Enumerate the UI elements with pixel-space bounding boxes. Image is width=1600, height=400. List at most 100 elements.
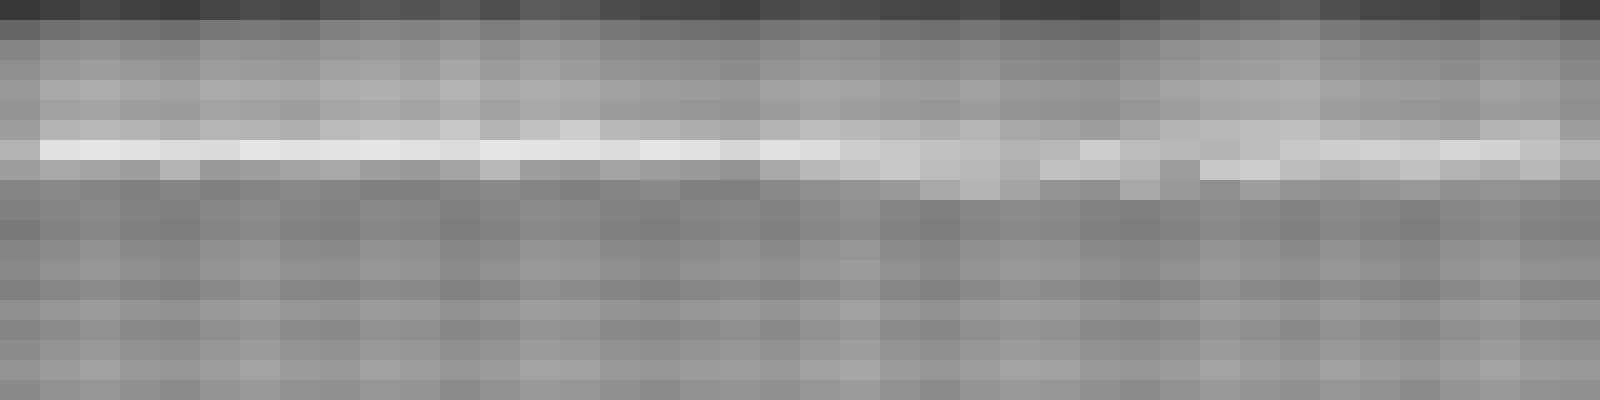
heatmap-cell [1440,260,1481,281]
heatmap-cell [440,100,481,121]
heatmap-cell [120,140,161,161]
heatmap-cell [760,300,801,321]
heatmap-cell [1280,340,1321,361]
heatmap-cell [440,240,481,261]
heatmap-cell [680,340,721,361]
heatmap-cell [0,160,41,181]
heatmap-cell [200,140,241,161]
heatmap-cell [1520,340,1561,361]
heatmap-cell [600,380,641,400]
heatmap-cell [1000,80,1041,101]
heatmap-cell [1320,240,1361,261]
heatmap-cell [1480,40,1521,61]
heatmap-cell [640,220,681,241]
heatmap-cell [640,20,681,41]
heatmap-cell [720,20,761,41]
heatmap-cell [480,120,521,141]
heatmap-cell [1080,280,1121,301]
heatmap-cell [1560,60,1600,81]
heatmap-cell [840,380,881,400]
heatmap-cell [1320,300,1361,321]
heatmap-cell [280,0,321,21]
heatmap-cell [360,100,401,121]
heatmap-cell [120,320,161,341]
heatmap-cell [920,280,961,301]
heatmap-cell [1160,60,1201,81]
heatmap-cell [680,360,721,381]
heatmap-cell [1560,220,1600,241]
heatmap-cell [1480,20,1521,41]
heatmap-cell [320,220,361,241]
heatmap-cell [1080,100,1121,121]
heatmap-cell [1280,280,1321,301]
heatmap-cell [1400,120,1441,141]
heatmap-cell [1240,100,1281,121]
heatmap-cell [680,300,721,321]
heatmap-cell [1560,280,1600,301]
heatmap-cell [80,180,121,201]
heatmap-cell [1560,160,1600,181]
heatmap-cell [840,220,881,241]
heatmap-cell [360,60,401,81]
heatmap-cell [1560,340,1600,361]
heatmap-cell [840,60,881,81]
heatmap-cell [840,40,881,61]
heatmap-cell [680,180,721,201]
heatmap-cell [40,200,81,221]
heatmap-cell [1400,80,1441,101]
heatmap-cell [120,340,161,361]
heatmap-cell [200,200,241,221]
heatmap-cell [1560,320,1600,341]
heatmap-cell [1440,160,1481,181]
heatmap-cell [520,40,561,61]
heatmap-cell [600,220,641,241]
heatmap-cell [1200,380,1241,400]
heatmap-cell [480,20,521,41]
heatmap-cell [320,180,361,201]
heatmap-cell [1080,20,1121,41]
heatmap-cell [760,380,801,400]
heatmap-cell [1320,140,1361,161]
heatmap-cell [840,320,881,341]
heatmap-cell [1480,240,1521,261]
heatmap-cell [640,280,681,301]
heatmap-cell [80,340,121,361]
heatmap-cell [1360,0,1401,21]
heatmap-cell [1120,0,1161,21]
heatmap-cell [840,20,881,41]
heatmap-cell [1080,220,1121,241]
heatmap-cell [920,140,961,161]
heatmap-cell [960,200,1001,221]
heatmap-cell [1560,0,1600,21]
heatmap-cell [760,40,801,61]
heatmap-cell [680,40,721,61]
heatmap-cell [600,80,641,101]
heatmap-cell [1280,160,1321,181]
heatmap-cell [200,120,241,141]
heatmap-cell [1000,20,1041,41]
heatmap-cell [1560,40,1600,61]
heatmap-cell [640,260,681,281]
heatmap-cell [200,220,241,241]
heatmap-cell [0,380,41,400]
heatmap-cell [240,200,281,221]
heatmap-cell [440,80,481,101]
heatmap-cell [1400,320,1441,341]
heatmap-cell [1360,40,1401,61]
heatmap-cell [840,0,881,21]
heatmap-cell [0,80,41,101]
heatmap-cell [760,160,801,181]
heatmap-cell [1520,380,1561,400]
heatmap-cell [1160,20,1201,41]
heatmap-cell [960,100,1001,121]
heatmap-cell [1000,300,1041,321]
heatmap-cell [400,60,441,81]
heatmap-cell [1360,120,1401,141]
heatmap-cell [600,120,641,141]
heatmap-cell [400,340,441,361]
heatmap-cell [280,40,321,61]
heatmap-cell [280,100,321,121]
heatmap-cell [720,140,761,161]
heatmap-cell [1200,360,1241,381]
heatmap-cell [1200,40,1241,61]
